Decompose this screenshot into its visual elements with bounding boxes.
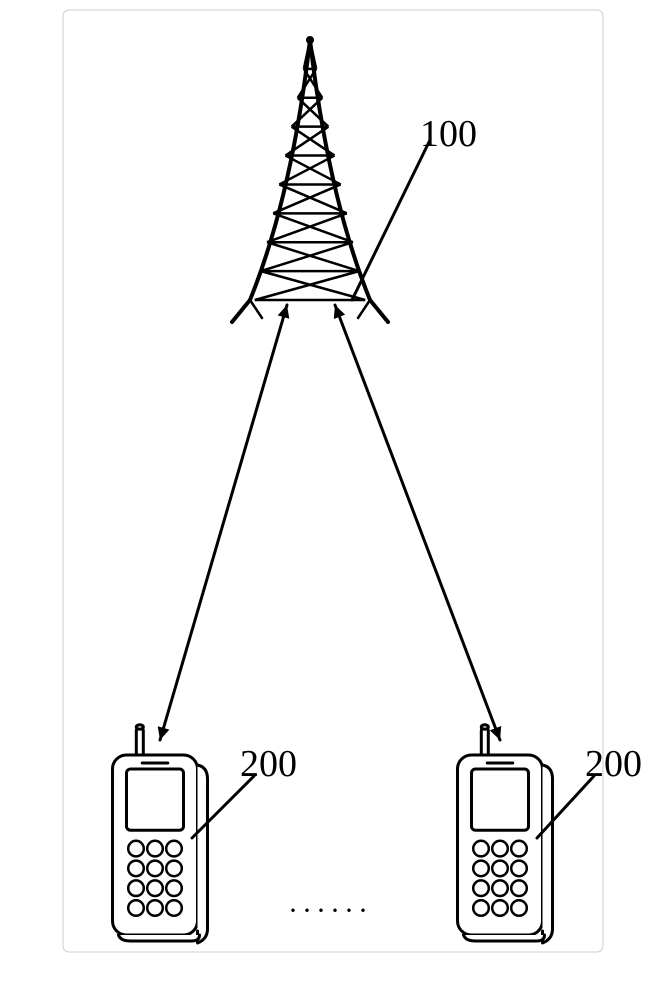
label-leaders xyxy=(0,0,666,1000)
ellipsis-text: ······ xyxy=(288,894,372,928)
phone-label: 200 xyxy=(585,742,642,786)
phone-label: 200 xyxy=(240,742,297,786)
tower-label: 100 xyxy=(420,112,477,156)
diagram-canvas: 100 200 200 ······ xyxy=(0,0,666,1000)
